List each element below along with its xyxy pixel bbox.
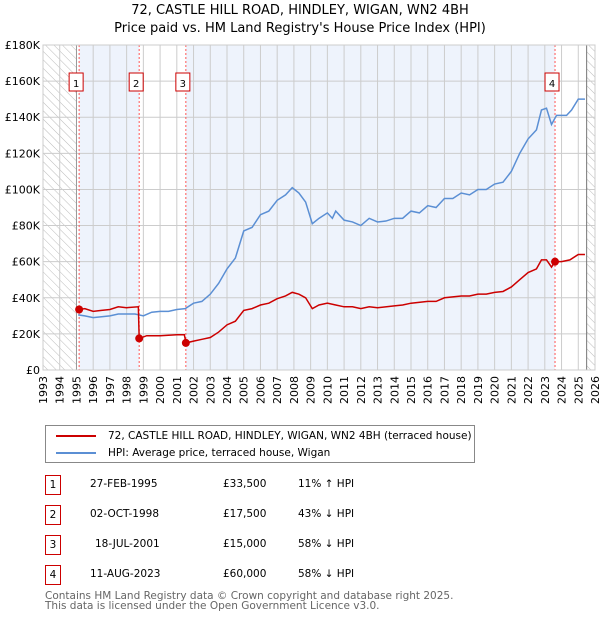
x-tick-label: 1995 [70,376,83,404]
legend-swatch-hpi [56,452,96,454]
y-tick-label: £40K [12,292,41,305]
legend-label-hpi: HPI: Average price, terraced house, Wiga… [108,447,331,459]
y-tick-label: £20K [12,328,41,341]
hatched-period [586,45,595,370]
footer-line-2: This data is licensed under the Open Gov… [45,600,380,612]
sale-date: 18-JUL-2001 [95,538,160,550]
chart-title: 72, CASTLE HILL ROAD, HINDLEY, WIGAN, WN… [131,3,469,18]
x-tick-label: 2013 [372,376,385,404]
sale-row: 3 18-JUL-2001 £15,000 58% ↓ HPI [45,535,485,555]
y-tick-label: £140K [5,111,41,124]
x-tick-label: 1994 [54,376,67,404]
sale-price: £60,000 [223,568,267,580]
sale-date: 27-FEB-1995 [90,478,158,490]
sale-label-box [175,72,191,92]
y-tick-label: £160K [5,75,41,88]
sale-label-box [544,72,560,92]
x-tick-label: 2024 [556,376,569,404]
sale-label-box [68,72,84,92]
sale-date: 02-OCT-1998 [90,508,159,520]
x-tick-label: 2017 [438,376,451,404]
x-tick-label: 2020 [489,376,502,404]
sale-marker: 4 [45,565,61,585]
x-tick-label: 1998 [121,376,134,404]
y-tick-label: £100K [5,183,41,196]
x-tick-label: 2015 [405,376,418,404]
x-tick-label: 2001 [171,376,184,404]
sale-label-box [128,72,144,92]
sale-label: 3 [180,79,186,90]
x-tick-label: 2022 [522,376,535,404]
x-tick-label: 2025 [572,376,585,404]
x-tick-label: 2003 [204,376,217,404]
x-tick-label: 2005 [238,376,251,404]
x-tick-label: 2004 [221,376,234,404]
sale-hpi-relation: 43% ↓ HPI [298,508,355,520]
sale-row: 2 02-OCT-1998 £17,500 43% ↓ HPI [45,505,485,525]
x-tick-label: 2010 [321,376,334,404]
x-tick-label: 1993 [37,376,50,404]
sale-point [551,257,560,266]
series-line-property [78,253,585,344]
sale-price: £33,500 [223,478,267,490]
x-tick-label: 2012 [355,376,368,404]
sale-marker: 1 [45,475,61,495]
sale-price: £15,000 [223,538,267,550]
sale-price: £17,500 [223,508,267,520]
sale-marker: 2 [45,505,61,525]
x-tick-label: 2019 [472,376,485,404]
footer: Contains HM Land Registry data © Crown c… [45,590,454,612]
shaded-period [185,45,556,370]
legend: 72, CASTLE HILL ROAD, HINDLEY, WIGAN, WN… [45,425,475,463]
sale-label: 1 [73,79,79,90]
sale-marker: 3 [45,535,61,555]
x-tick-label: 2011 [338,376,351,404]
x-tick-label: 2009 [305,376,318,404]
footer-line-1: Contains HM Land Registry data © Crown c… [45,590,454,602]
shaded-period [79,45,140,370]
x-tick-label: 2018 [455,376,468,404]
sale-row: 4 11-AUG-2023 £60,000 58% ↓ HPI [45,565,485,585]
sale-point [75,305,84,314]
series-line-hpi [78,98,585,319]
x-tick-label: 2006 [254,376,267,404]
x-tick-label: 2007 [271,376,284,404]
y-tick-label: £180K [5,39,41,52]
sale-hpi-relation: 11% ↑ HPI [298,478,355,490]
y-tick-label: £0 [26,364,40,377]
x-tick-label: 1999 [137,376,150,404]
sale-hpi-relation: 58% ↓ HPI [298,568,355,580]
legend-swatch-property [56,435,96,437]
sale-label: 4 [549,79,555,90]
x-tick-label: 2023 [539,376,552,404]
sale-label: 2 [133,79,139,90]
x-tick-label: 1997 [104,376,117,404]
plot-border [42,44,596,371]
sale-point [181,338,190,347]
x-tick-label: 2000 [154,376,167,404]
x-tick-label: 2008 [288,376,301,404]
x-tick-label: 2021 [505,376,518,404]
x-tick-label: 2002 [188,376,201,404]
y-tick-label: £80K [12,220,41,233]
sale-hpi-relation: 58% ↓ HPI [298,538,355,550]
x-tick-label: 2026 [589,376,600,404]
x-tick-label: 1996 [87,376,100,404]
x-tick-label: 2014 [388,376,401,404]
y-tick-label: £120K [5,147,41,160]
y-tick-label: £60K [12,256,41,269]
sale-row: 1 27-FEB-1995 £33,500 11% ↑ HPI [45,475,485,495]
legend-label-property: 72, CASTLE HILL ROAD, HINDLEY, WIGAN, WN… [108,430,472,442]
sale-date: 11-AUG-2023 [90,568,161,580]
x-tick-label: 2016 [422,376,435,404]
plot-area: 1993 1994 1995 1996 1997 1998 1999 2000 2001 2002… [5,39,600,404]
sale-point [135,334,144,343]
chart-subtitle: Price paid vs. HM Land Registry's House … [114,21,486,36]
